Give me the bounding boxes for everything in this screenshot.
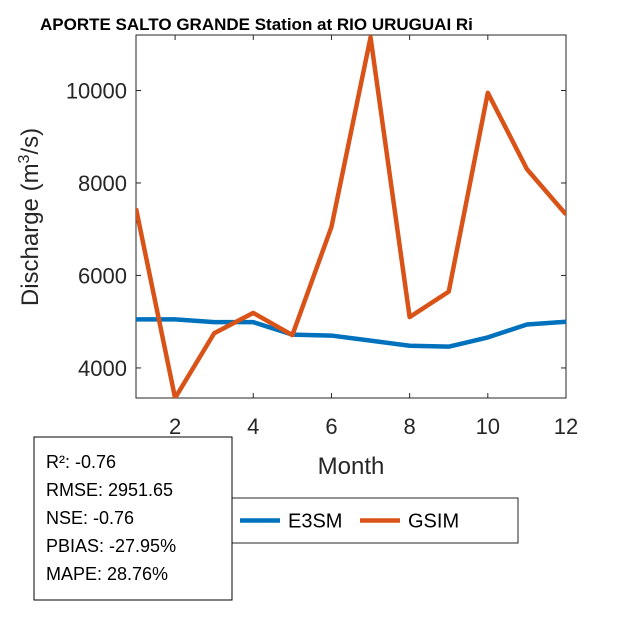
stats-line: RMSE: 2951.65 [46,480,173,500]
x-axis-label: Month [318,453,385,480]
legend-label-e3sm: E3SM [288,511,342,533]
legend-label-gsim: GSIM [408,511,459,533]
stats-line: NSE: -0.76 [46,508,134,528]
x-tick-label: 12 [554,414,578,439]
y-axis-label-end: /s) [17,128,44,155]
series-line-gsim [136,35,566,398]
y-axis-label: Discharge (m3/s) [16,128,44,306]
stats-box: R²: -0.76 RMSE: 2951.65 NSE: -0.76 PBIAS: -… [33,436,233,601]
y-tick-label: 4000 [78,356,127,381]
plot-layer: 2 4 6 8 10 12 4000 6000 8000 10000 [66,34,578,439]
y-axis-label-main: Discharge (m [17,163,44,306]
x-tick-label: 4 [247,414,259,439]
y-axis-label-superscript: 3 [16,154,33,163]
stats-line: PBIAS: -27.95% [46,536,176,556]
stats-box-border [33,436,233,601]
stats-line: MAPE: 28.76% [46,564,168,584]
x-tick-label: 10 [476,414,500,439]
stats-line: R²: -0.76 [46,452,116,472]
y-tick-label: 10000 [66,78,127,103]
y-tick-label: 6000 [78,263,127,288]
x-tick-label: 2 [169,414,181,439]
x-tick-label: 8 [404,414,416,439]
series-line-e3sm [136,317,566,349]
chart-title: APORTE SALTO GRANDE Station at RIO URUGU… [40,15,473,34]
legend: E3SM GSIM [231,497,519,544]
y-tick-label: 8000 [78,171,127,196]
x-tick-label: 6 [325,414,337,439]
plot-area [135,34,567,399]
